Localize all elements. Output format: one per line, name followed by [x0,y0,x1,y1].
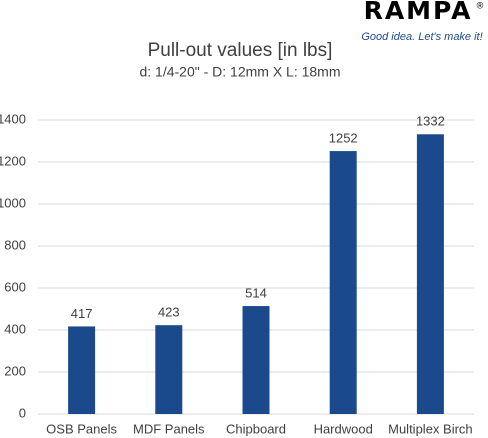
bar [416,134,444,414]
bar [155,325,183,414]
y-tick-label: 200 [4,363,26,378]
bar [329,151,357,414]
x-tick-label: Chipboard [226,421,286,436]
y-tick-label: 600 [4,279,26,294]
y-tick-label: 0 [19,405,26,420]
x-tick-label: Hardwood [314,421,373,436]
bar [242,306,270,414]
x-tick-label: Multiplex Birch [388,421,473,436]
y-tick-label: 400 [4,321,26,336]
y-tick-label: 1200 [0,153,26,168]
data-label: 423 [158,305,180,320]
data-label: 1252 [329,131,358,146]
data-label: 417 [71,306,93,321]
data-label: 1332 [416,114,445,129]
chart-title: Pull-out values [in lbs] [148,40,333,61]
y-tick-label: 1400 [0,111,26,126]
x-tick-label: OSB Panels [46,421,117,436]
y-tick-label: 1000 [0,195,26,210]
bar [68,326,96,414]
x-tick-label: MDF Panels [133,421,205,436]
tagline: Good idea. Let's make it! [361,31,482,43]
logo: RAMPA [364,0,473,25]
logo-mark: ® [477,0,484,10]
y-tick-label: 800 [4,237,26,252]
chart-subtitle: d: 1/4-20" - D: 12mm X L: 18mm [139,64,340,80]
data-label: 514 [245,285,267,300]
